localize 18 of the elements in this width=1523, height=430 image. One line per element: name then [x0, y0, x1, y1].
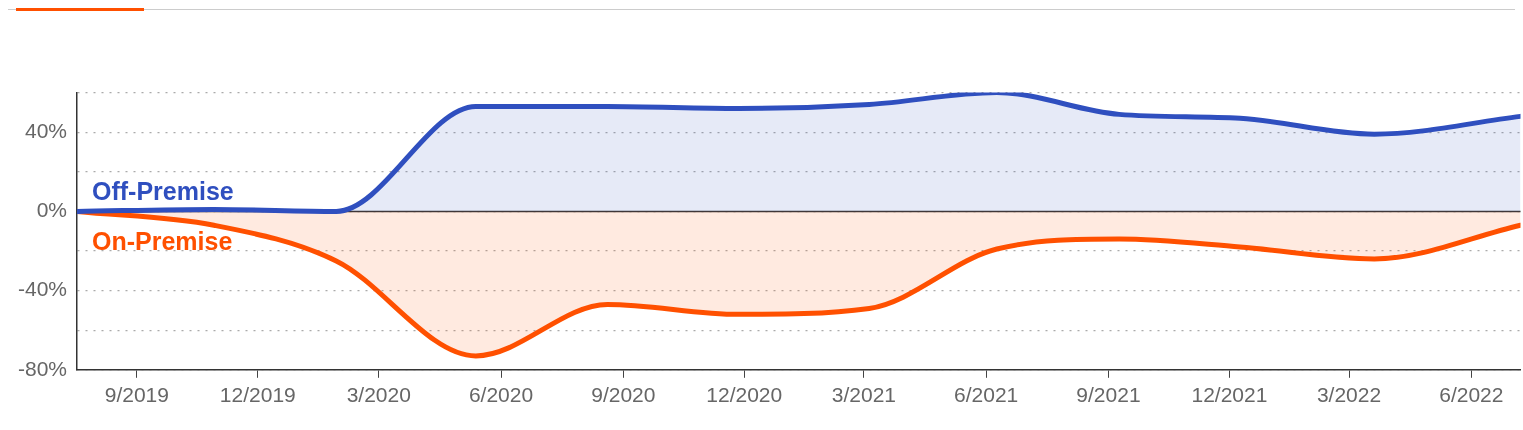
x-tick-label: 9/2021 [1076, 383, 1141, 407]
x-tick-label: 3/2021 [831, 383, 897, 407]
x-tick-label: 3/2022 [1316, 383, 1382, 407]
x-tick-label: 6/2021 [954, 383, 1019, 407]
x-tick-label: 12/2019 [219, 383, 296, 407]
y-tick-label: 40% [24, 119, 68, 142]
x-tick-label: 12/2020 [706, 383, 783, 407]
y-tick-label: -40% [17, 277, 68, 301]
series-label: Off-Premise [92, 177, 234, 206]
x-tick-label: 6/2020 [468, 383, 534, 407]
x-tick-label: 12/2021 [1191, 383, 1268, 407]
y-tick-label: -80% [17, 356, 68, 380]
series-label: On-Premise [92, 226, 233, 255]
x-tick-label: 9/2020 [591, 383, 656, 407]
x-tick-label: 9/2019 [104, 383, 169, 407]
y-tick-label: 0% [36, 198, 68, 222]
x-tick-label: 3/2020 [346, 383, 411, 407]
x-tick-label: 6/2022 [1439, 383, 1504, 407]
